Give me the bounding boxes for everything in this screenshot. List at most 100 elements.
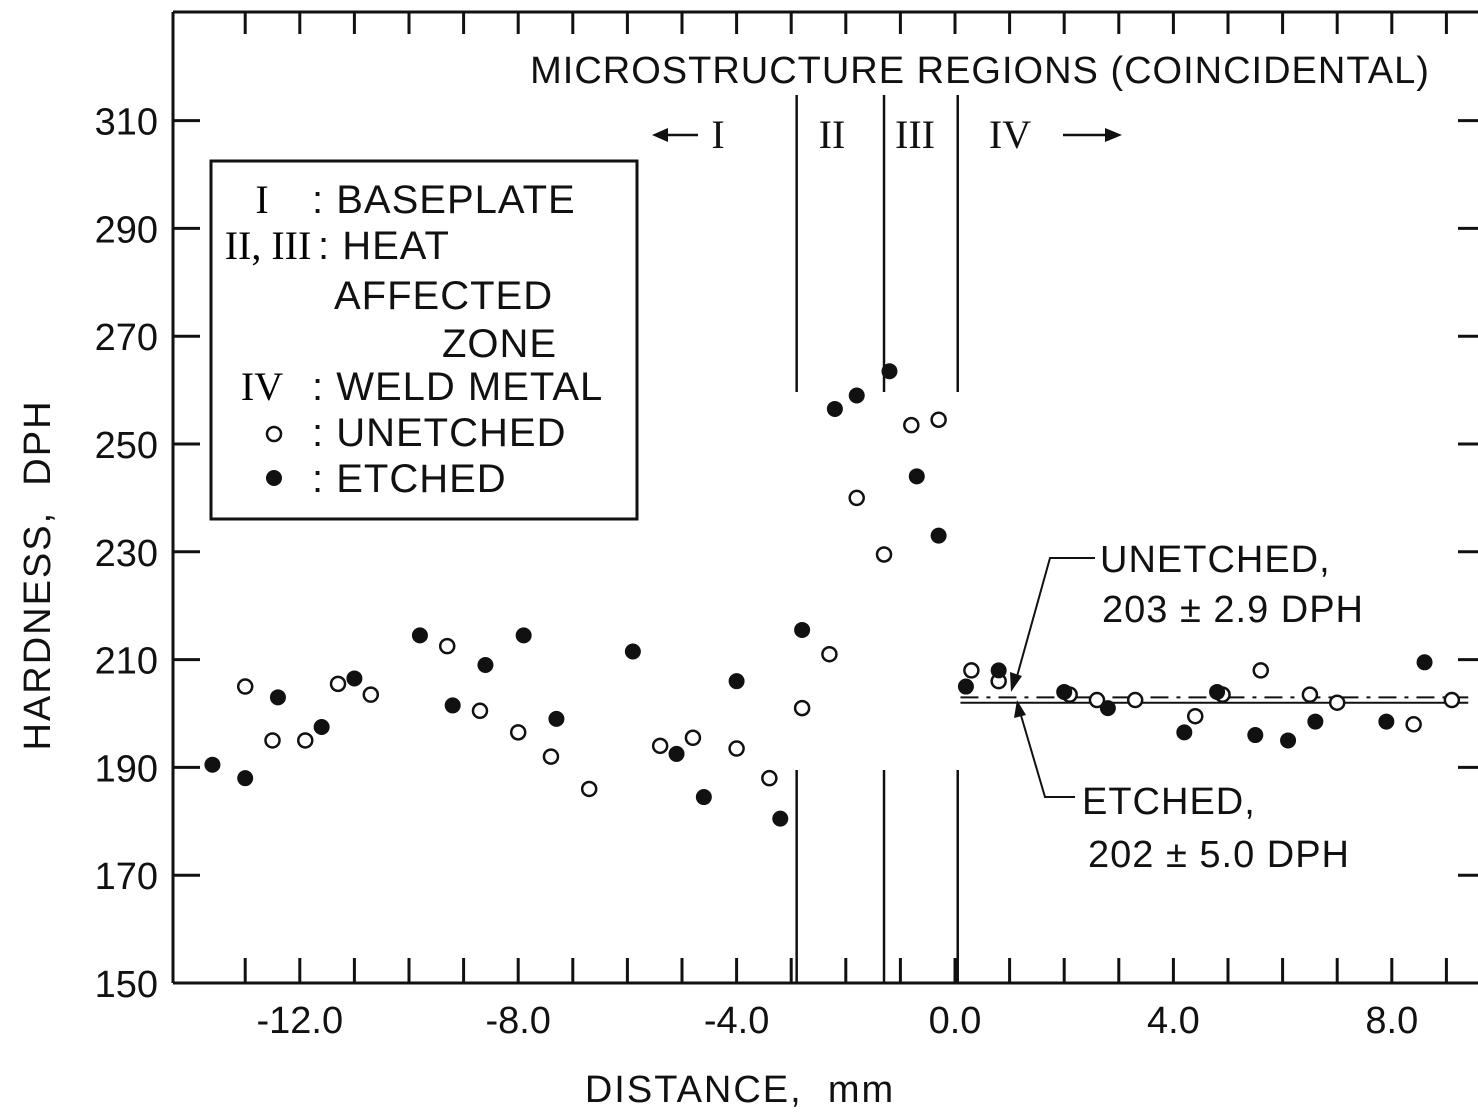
unetched-point bbox=[1088, 691, 1106, 709]
etched-point bbox=[1099, 700, 1116, 717]
legend-text-2: : HEAT bbox=[318, 224, 450, 268]
etched-point bbox=[444, 697, 461, 714]
annotations: UNETCHED, 203 ± 2.9 DPH ETCHED, 202 ± 5.… bbox=[1010, 539, 1364, 876]
unetched-point bbox=[930, 411, 947, 428]
legend-text-4: ZONE bbox=[442, 322, 557, 366]
etched-point bbox=[957, 678, 974, 695]
etched-point bbox=[728, 673, 745, 690]
unetched-point bbox=[821, 645, 838, 663]
region-boundaries bbox=[795, 95, 959, 983]
unetched-point bbox=[848, 489, 865, 507]
unetched-point bbox=[875, 546, 893, 563]
unetched-point bbox=[1186, 707, 1204, 725]
unetched-point bbox=[329, 675, 347, 693]
unetched-point bbox=[903, 416, 920, 434]
etched-point bbox=[477, 656, 494, 673]
etched-point bbox=[990, 662, 1007, 679]
unetched-point bbox=[684, 729, 702, 747]
tick-labels: -12.0 -8.0 -4.0 0.0 4.0 8.0 150 170 190 210 230 250… bbox=[95, 102, 1419, 1042]
etched-leader-arrowhead bbox=[1014, 700, 1026, 718]
etched-point bbox=[695, 789, 712, 806]
unetched-point bbox=[580, 780, 598, 798]
x-tick-label: -12.0 bbox=[256, 1000, 343, 1042]
legend-text-7: : ETCHED bbox=[312, 457, 507, 501]
etched-point bbox=[204, 756, 221, 773]
etched-point bbox=[930, 527, 947, 544]
legend-text-5: : WELD METAL bbox=[312, 365, 603, 409]
region-label: IV bbox=[989, 112, 1031, 157]
unetched-point bbox=[793, 699, 811, 717]
region-iv-arrowhead-icon bbox=[1105, 128, 1122, 142]
legend: I : BASEPLATE II, III : HEAT AFFECTED ZO… bbox=[209, 159, 639, 521]
etched-annotation-line2: 202 ± 5.0 DPH bbox=[1088, 834, 1350, 876]
etched-point bbox=[848, 387, 865, 404]
unetched-point bbox=[509, 724, 527, 741]
etched-point bbox=[1176, 724, 1193, 741]
y-tick-label: 290 bbox=[95, 209, 158, 251]
region-label: II bbox=[819, 112, 846, 157]
y-tick-label: 270 bbox=[95, 317, 158, 359]
y-tick-label: 150 bbox=[95, 964, 158, 1006]
legend-key-5: IV bbox=[241, 364, 283, 409]
legend-filled-circle-icon bbox=[266, 470, 282, 486]
y-tick-label: 170 bbox=[95, 856, 158, 898]
unetched-point bbox=[1328, 694, 1346, 711]
legend-text-1: : BASEPLATE bbox=[312, 178, 576, 222]
unetched-point bbox=[362, 686, 380, 703]
legend-key-1: I bbox=[255, 177, 268, 222]
unetched-point bbox=[761, 769, 778, 787]
unetched-point bbox=[651, 737, 669, 755]
etched-point bbox=[772, 810, 789, 827]
legend-text-6: : UNETCHED bbox=[312, 411, 566, 455]
etched-point bbox=[269, 689, 286, 706]
etched-point bbox=[411, 627, 428, 644]
unetched-point bbox=[236, 678, 254, 695]
region-label: I bbox=[711, 112, 724, 157]
etched-point bbox=[237, 770, 254, 787]
axis-ticks bbox=[173, 12, 1478, 985]
x-tick-label: 4.0 bbox=[1147, 1000, 1200, 1042]
etched-point bbox=[1378, 713, 1395, 730]
y-axis-title: HARDNESS, DPH bbox=[17, 399, 59, 750]
unetched-leader-arrowhead bbox=[1010, 672, 1022, 692]
average-lines bbox=[960, 696, 1469, 704]
unetched-point bbox=[1443, 691, 1461, 709]
etched-point bbox=[1209, 683, 1226, 700]
x-tick-label: -4.0 bbox=[704, 1000, 769, 1042]
x-axis-title: DISTANCE, mm bbox=[585, 1069, 895, 1111]
legend-key-2: II, III bbox=[225, 223, 312, 268]
unetched-point bbox=[471, 702, 489, 720]
etched-annotation-line1: ETCHED, bbox=[1082, 781, 1256, 823]
legend-box bbox=[209, 159, 639, 521]
etched-leader-line bbox=[1019, 711, 1075, 798]
plot-frame bbox=[171, 10, 1478, 985]
etched-point bbox=[794, 621, 811, 638]
y-tick-label: 230 bbox=[95, 533, 158, 575]
etched-point bbox=[624, 643, 641, 660]
data-points bbox=[204, 363, 1461, 827]
unetched-annotation-line2: 203 ± 2.9 DPH bbox=[1102, 589, 1364, 631]
unetched-point bbox=[264, 732, 281, 749]
unetched-point bbox=[1405, 716, 1422, 733]
etched-point bbox=[668, 745, 685, 762]
etched-point bbox=[826, 400, 843, 417]
y-tick-label: 250 bbox=[95, 425, 158, 467]
etched-point bbox=[881, 363, 898, 380]
unetched-point bbox=[297, 732, 314, 749]
region-i-arrowhead-icon bbox=[652, 128, 668, 142]
x-tick-label: 0.0 bbox=[929, 1000, 982, 1042]
unetched-point bbox=[438, 637, 456, 655]
x-tick-label: -8.0 bbox=[485, 1000, 550, 1042]
unetched-point bbox=[1126, 691, 1144, 709]
unetched-point bbox=[1252, 662, 1270, 679]
unetched-point bbox=[1301, 686, 1319, 703]
region-label: III bbox=[895, 112, 935, 157]
y-tick-label: 310 bbox=[95, 102, 158, 144]
region-header-title: MICROSTRUCTURE REGIONS (COINCIDENTAL) bbox=[530, 50, 1430, 92]
y-tick-label: 210 bbox=[95, 641, 158, 683]
y-tick-label: 190 bbox=[95, 748, 158, 790]
etched-point bbox=[313, 718, 330, 735]
unetched-point bbox=[728, 740, 745, 757]
unetched-point bbox=[963, 662, 980, 679]
